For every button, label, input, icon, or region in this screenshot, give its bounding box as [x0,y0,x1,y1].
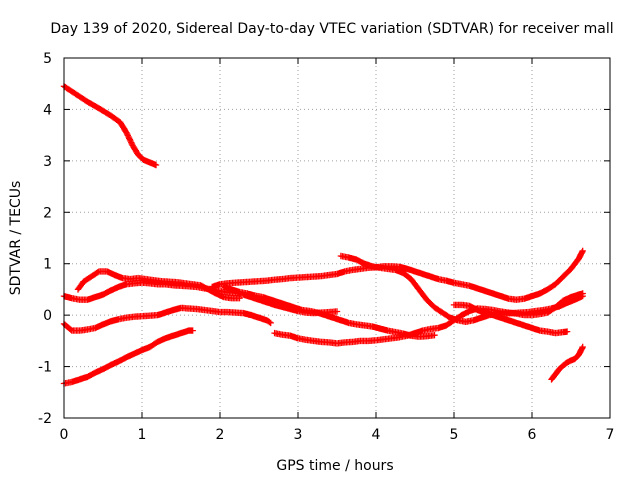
x-tick-label: 2 [216,427,225,443]
x-tick-label: 0 [60,427,69,443]
data-point-markers [548,343,586,383]
x-tick-label: 7 [606,427,615,443]
series-arc-4 [209,247,586,303]
x-tick-label: 4 [372,427,381,443]
plot-frame [63,57,611,419]
data-point-markers [209,247,586,303]
data-point-markers [74,268,243,302]
y-tick-label: -1 [38,360,52,376]
x-tick-label: 3 [294,427,303,443]
x-tick-label: 1 [138,427,147,443]
x-axis-label: GPS time / hours [276,458,393,474]
x-tick-label: 6 [528,427,537,443]
chart-title: Day 139 of 2020, Sidereal Day-to-day VTE… [50,21,613,37]
y-tick-label: 4 [43,102,52,118]
axis-ticks: 0 1 2 3 4 5 6 7 -2 -1 0 1 2 3 4 5 [38,51,614,443]
y-tick-label: 5 [43,51,52,67]
y-tick-label: 3 [43,154,52,170]
data-point-markers [450,301,571,337]
y-axis-label: SDTVAR / TECUs [8,181,24,296]
x-tick-label: 5 [450,427,459,443]
series-arc-11 [548,343,586,383]
y-tick-label: 2 [43,205,52,221]
series-arc-10 [450,301,571,337]
series-arc-3 [74,268,243,302]
y-tick-label: 1 [43,257,52,273]
y-tick-label: 0 [43,308,52,324]
y-tick-label: -2 [38,411,52,427]
grid [64,58,610,418]
